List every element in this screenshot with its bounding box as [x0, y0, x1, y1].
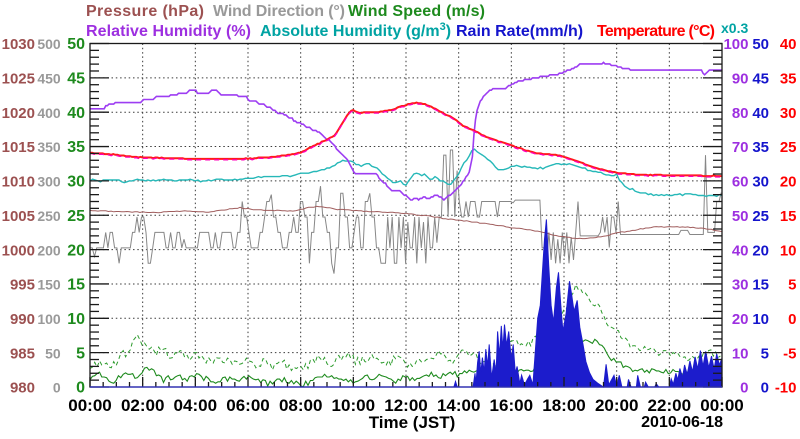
- svg-text:80: 80: [732, 105, 749, 122]
- svg-text:60: 60: [732, 174, 749, 191]
- svg-text:20:00: 20:00: [595, 396, 638, 415]
- svg-text:5: 5: [788, 277, 796, 294]
- svg-text:25: 25: [752, 208, 769, 225]
- svg-text:10: 10: [780, 242, 797, 259]
- svg-text:Wind Speed (m/s): Wind Speed (m/s): [348, 3, 485, 20]
- svg-text:10: 10: [67, 311, 85, 328]
- svg-text:70: 70: [732, 139, 749, 156]
- svg-text:40: 40: [67, 105, 85, 122]
- svg-text:35: 35: [67, 139, 85, 156]
- svg-text:02:00: 02:00: [121, 396, 164, 415]
- svg-text:22:00: 22:00: [648, 396, 691, 415]
- svg-text:-5: -5: [783, 345, 796, 362]
- svg-text:0: 0: [788, 311, 796, 328]
- svg-text:1010: 1010: [2, 174, 35, 191]
- svg-text:1000: 1000: [2, 242, 35, 259]
- svg-text:Relative Humidity (%): Relative Humidity (%): [86, 23, 251, 40]
- svg-text:30: 30: [780, 105, 797, 122]
- svg-text:00:00: 00:00: [68, 396, 111, 415]
- svg-text:0: 0: [76, 380, 85, 397]
- svg-text:35: 35: [752, 139, 769, 156]
- svg-text:10: 10: [732, 345, 749, 362]
- svg-text:16:00: 16:00: [490, 396, 533, 415]
- svg-text:200: 200: [37, 242, 61, 258]
- svg-text:30: 30: [752, 174, 769, 191]
- svg-text:150: 150: [37, 277, 61, 293]
- svg-text:300: 300: [37, 174, 61, 190]
- svg-text:Wind Direction (°): Wind Direction (°): [213, 3, 345, 20]
- svg-text:50: 50: [752, 36, 769, 53]
- svg-text:-10: -10: [775, 380, 797, 397]
- svg-text:1005: 1005: [2, 208, 35, 225]
- svg-text:1030: 1030: [2, 36, 35, 53]
- svg-text:45: 45: [752, 71, 769, 88]
- svg-text:Pressure (hPa): Pressure (hPa): [86, 3, 204, 20]
- svg-text:250: 250: [37, 208, 61, 224]
- svg-text:10: 10: [752, 311, 769, 328]
- svg-text:06:00: 06:00: [226, 396, 269, 415]
- svg-text:450: 450: [37, 71, 61, 87]
- svg-text:00:00: 00:00: [700, 396, 743, 415]
- svg-text:20: 20: [780, 174, 797, 191]
- svg-text:50: 50: [732, 208, 749, 225]
- svg-text:995: 995: [10, 277, 35, 294]
- svg-text:Temperature (°C): Temperature (°C): [597, 23, 715, 40]
- svg-text:50: 50: [45, 345, 61, 361]
- svg-text:15: 15: [67, 277, 85, 294]
- svg-text:985: 985: [10, 345, 35, 362]
- svg-text:14:00: 14:00: [437, 396, 480, 415]
- svg-text:10:00: 10:00: [332, 396, 375, 415]
- svg-text:50: 50: [67, 36, 85, 53]
- svg-text:08:00: 08:00: [279, 396, 322, 415]
- svg-text:30: 30: [67, 174, 85, 191]
- svg-text:15: 15: [780, 208, 797, 225]
- svg-text:5: 5: [761, 345, 769, 362]
- svg-text:0: 0: [740, 380, 748, 397]
- svg-text:15: 15: [752, 277, 769, 294]
- svg-text:40: 40: [752, 105, 769, 122]
- svg-text:350: 350: [37, 139, 61, 155]
- svg-text:5: 5: [76, 345, 85, 362]
- svg-text:990: 990: [10, 311, 35, 328]
- svg-text:1025: 1025: [2, 71, 35, 88]
- svg-text:100: 100: [723, 36, 748, 53]
- svg-text:04:00: 04:00: [174, 396, 217, 415]
- svg-text:40: 40: [780, 36, 797, 53]
- svg-text:35: 35: [780, 71, 797, 88]
- svg-text:Time (JST): Time (JST): [369, 413, 456, 432]
- svg-text:0: 0: [761, 380, 769, 397]
- svg-text:Rain Rate(mm/h): Rain Rate(mm/h): [456, 23, 583, 40]
- svg-text:400: 400: [37, 105, 61, 121]
- svg-text:1015: 1015: [2, 139, 35, 156]
- svg-text:25: 25: [780, 139, 797, 156]
- svg-text:90: 90: [732, 71, 749, 88]
- svg-text:Absolute Humidity (g/m3): Absolute Humidity (g/m3): [260, 21, 451, 40]
- svg-text:20: 20: [752, 242, 769, 259]
- svg-text:500: 500: [37, 36, 61, 52]
- svg-text:18:00: 18:00: [542, 396, 585, 415]
- svg-text:1020: 1020: [2, 105, 35, 122]
- svg-text:0: 0: [53, 380, 61, 396]
- svg-text:2010-06-18: 2010-06-18: [641, 414, 723, 431]
- svg-text:45: 45: [67, 71, 85, 88]
- svg-text:25: 25: [67, 208, 85, 225]
- svg-text:x0.3: x0.3: [721, 20, 748, 36]
- svg-text:40: 40: [732, 242, 749, 259]
- svg-text:30: 30: [732, 277, 749, 294]
- svg-text:20: 20: [732, 311, 749, 328]
- svg-text:980: 980: [10, 380, 35, 397]
- svg-text:100: 100: [37, 311, 61, 327]
- svg-text:12:00: 12:00: [384, 396, 427, 415]
- svg-text:20: 20: [67, 242, 85, 259]
